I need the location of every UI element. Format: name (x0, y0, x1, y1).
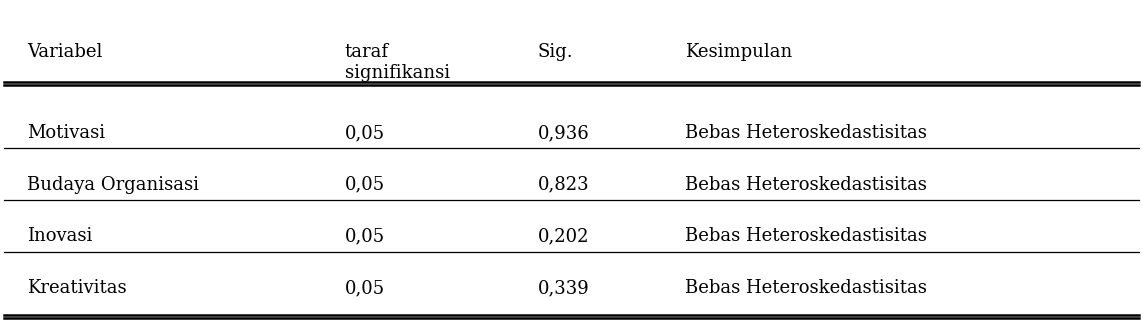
Text: Kesimpulan: Kesimpulan (685, 43, 792, 61)
Text: 0,339: 0,339 (537, 279, 589, 297)
Text: 0,05: 0,05 (344, 124, 385, 142)
Text: 0,05: 0,05 (344, 227, 385, 245)
Text: Bebas Heteroskedastisitas: Bebas Heteroskedastisitas (685, 227, 927, 245)
Text: Bebas Heteroskedastisitas: Bebas Heteroskedastisitas (685, 279, 927, 297)
Text: Motivasi: Motivasi (26, 124, 105, 142)
Text: 0,05: 0,05 (344, 279, 385, 297)
Text: 0,936: 0,936 (537, 124, 589, 142)
Text: Bebas Heteroskedastisitas: Bebas Heteroskedastisitas (685, 176, 927, 194)
Text: Budaya Organisasi: Budaya Organisasi (26, 176, 199, 194)
Text: 0,05: 0,05 (344, 176, 385, 194)
Text: 0,823: 0,823 (537, 176, 589, 194)
Text: Inovasi: Inovasi (26, 227, 93, 245)
Text: Bebas Heteroskedastisitas: Bebas Heteroskedastisitas (685, 124, 927, 142)
Text: Sig.: Sig. (537, 43, 573, 61)
Text: Variabel: Variabel (26, 43, 102, 61)
Text: taraf
signifikansi: taraf signifikansi (344, 43, 449, 82)
Text: Kreativitas: Kreativitas (26, 279, 127, 297)
Text: 0,202: 0,202 (537, 227, 589, 245)
